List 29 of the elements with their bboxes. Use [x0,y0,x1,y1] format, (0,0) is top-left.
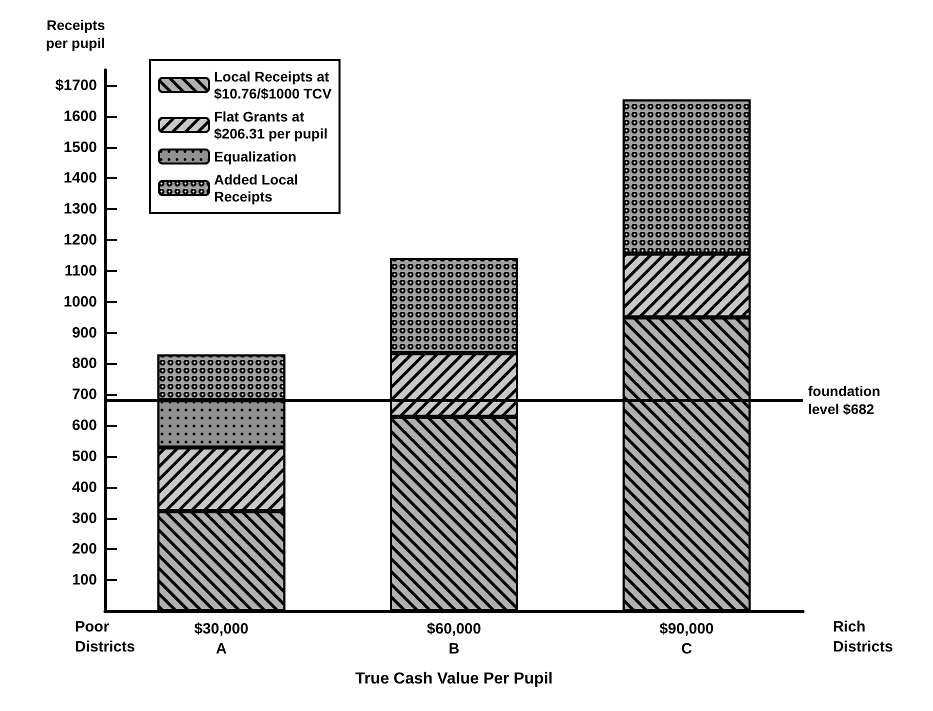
y-tick-label: 700 [72,386,97,404]
y-tick-label: 400 [72,478,97,496]
y-tick-label: 600 [72,417,97,434]
y-tick-label: $1700 [55,76,97,94]
y-tick-label: 100 [72,572,97,589]
x-tick-label: $30,000 A [194,620,248,658]
x-tick-label: $60,000 B [426,620,482,658]
y-tick-label: 1100 [64,262,97,280]
y-tick-label: 1000 [64,293,97,310]
x-axis-title: True Cash Value Per Pupil [355,670,553,688]
x-tick-label: $90,000 C [660,620,714,658]
y-tick-label: 1300 [64,200,97,218]
y-tick-label: 1600 [64,108,97,125]
y-tick-label: 800 [72,355,97,372]
y-tick-label: 1500 [64,138,97,156]
y-tick-label: 200 [72,540,97,558]
ref-line-label: foundation level $682 [808,383,880,418]
legend-label: Equalization [214,148,296,164]
y-tick-label: 300 [72,510,97,527]
text: Rich Districts [832,618,894,656]
text: Poor Districts [75,618,136,656]
y-axis-title: Receipts per pupil [46,17,106,51]
legend-label: Added Local Receipts [214,172,298,204]
y-tick-label: 500 [72,448,97,465]
legend-label: Flat Grants at $206.31 per pupil [214,108,328,142]
legend-label: Local Receipts at $10.76/$1000 TCV [214,68,332,102]
y-tick-label: 1400 [64,170,97,187]
y-tick-label: 1200 [64,232,97,249]
y-tick-label: 900 [72,324,97,342]
